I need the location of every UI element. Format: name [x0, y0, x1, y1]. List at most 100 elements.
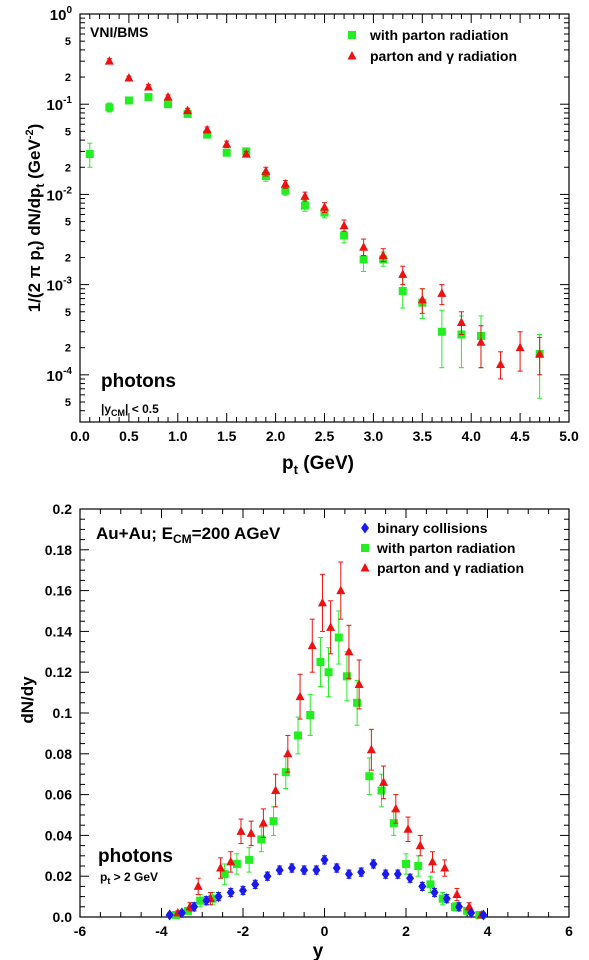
annotation-label: photons: [98, 846, 173, 867]
legend: with parton radiation parton and γ radiat…: [347, 27, 517, 64]
data-point: [124, 96, 133, 105]
y-tick-label: 10-3: [46, 276, 72, 295]
data-point: [300, 191, 310, 200]
data-point: [251, 878, 260, 890]
y-tick-label: 100: [50, 5, 73, 24]
data-point: [232, 859, 241, 868]
pt-spectrum-chart: 0.0 0.5 1.0 1.5 2.0 2.5 3.0 3.5 4.0 4.5 5.0 5 2 5 2 5 2…: [24, 5, 579, 477]
collision-system-label: Au+Au; ECM=200 AGeV: [96, 524, 281, 546]
data-point: [406, 872, 415, 884]
data-point: [418, 880, 427, 892]
y-tick-labels: 5 2 5 2 5 2 5 2 5 10-4 10-3 10-2 10-1 100: [46, 5, 72, 409]
data-point: [326, 622, 336, 631]
data-point: [344, 868, 353, 880]
data-point: [294, 731, 303, 740]
data-point: [476, 337, 486, 346]
data-point: [177, 907, 186, 919]
y-tick-label: 0.04: [45, 827, 72, 843]
y-tick-label: 0.14: [45, 623, 72, 639]
legend-label: binary collisions: [377, 520, 488, 536]
data-points: [85, 56, 545, 399]
data-point: [369, 858, 378, 870]
data-point: [334, 633, 343, 642]
x-tick-label: 3.0: [364, 428, 384, 444]
series-with-parton-radiation: [85, 93, 544, 399]
data-point: [320, 854, 329, 866]
data-point: [357, 866, 366, 878]
axis-ticks: [79, 13, 570, 423]
y-tick-label: 0.02: [45, 868, 72, 884]
data-point: [456, 317, 466, 327]
y-tick-label: 0.08: [45, 746, 72, 762]
data-point: [202, 124, 212, 134]
y-tick-label: 10-1: [46, 95, 72, 114]
x-tick-label: 1.0: [168, 428, 188, 444]
x-tick-label: 4: [484, 923, 492, 939]
data-point: [353, 698, 362, 707]
data-point: [342, 672, 351, 681]
data-point: [454, 901, 463, 913]
data-point: [479, 909, 488, 921]
data-point: [124, 73, 134, 82]
x-tick-label: -2: [237, 923, 250, 939]
legend-marker: [361, 544, 369, 552]
data-point: [271, 785, 281, 795]
data-point: [437, 327, 446, 336]
data-point: [316, 658, 325, 666]
data-point: [85, 150, 94, 159]
data-point: [295, 691, 305, 701]
data-point: [414, 862, 423, 870]
x-tick-label: 6: [565, 923, 573, 939]
data-point: [437, 288, 447, 297]
y-tick-label: 0.06: [45, 787, 72, 803]
y-axis-label: dN/dy: [18, 676, 37, 724]
data-point: [415, 840, 425, 850]
data-point: [320, 202, 329, 211]
annotation-sublabel: pt > 2 GeV: [100, 870, 158, 886]
y-minor-tick-label: 5: [65, 36, 71, 48]
x-tick-label: 3.5: [413, 428, 433, 444]
data-point: [143, 82, 153, 91]
y-tick-label: 0.16: [45, 583, 72, 599]
x-tick-label: 0.0: [70, 428, 90, 444]
data-point: [281, 186, 290, 195]
data-point: [144, 93, 153, 102]
data-point: [378, 250, 388, 260]
x-tick-label: -4: [155, 923, 168, 939]
data-point: [220, 870, 229, 879]
legend-marker: [348, 31, 356, 39]
data-point: [496, 359, 506, 369]
data-point: [245, 855, 254, 864]
y-minor-tick-label: 2: [65, 252, 71, 264]
legend-label: with parton radiation: [369, 27, 508, 43]
data-point: [300, 201, 309, 210]
data-point: [216, 863, 226, 872]
data-point: [246, 828, 256, 837]
data-point: [287, 862, 296, 874]
annotation-sublabel: |yCM| < 0.5: [101, 402, 159, 418]
x-tick-label: 2.5: [315, 428, 335, 444]
x-tick-label: 2: [402, 923, 410, 939]
series-parton-and-gamma-radiation: [104, 56, 545, 380]
data-point: [105, 103, 114, 112]
legend-label: parton and γ radiation: [370, 48, 517, 64]
data-point: [190, 901, 199, 913]
series-binary-collisions: [165, 854, 488, 921]
data-point: [222, 148, 231, 157]
data-point: [427, 856, 437, 866]
data-point: [339, 220, 349, 230]
y-tick-label: 10-2: [46, 185, 72, 204]
data-point: [214, 891, 223, 903]
data-point: [226, 887, 235, 899]
data-point: [163, 92, 173, 101]
data-point: [236, 826, 246, 835]
data-point: [366, 744, 376, 754]
data-point: [164, 100, 173, 109]
data-point: [203, 130, 212, 139]
data-point: [430, 887, 439, 899]
y-tick-label: 0.18: [45, 542, 72, 558]
data-point: [403, 824, 413, 833]
data-point: [239, 884, 247, 896]
data-point: [307, 640, 317, 650]
x-tick-label: 5.0: [559, 428, 579, 444]
